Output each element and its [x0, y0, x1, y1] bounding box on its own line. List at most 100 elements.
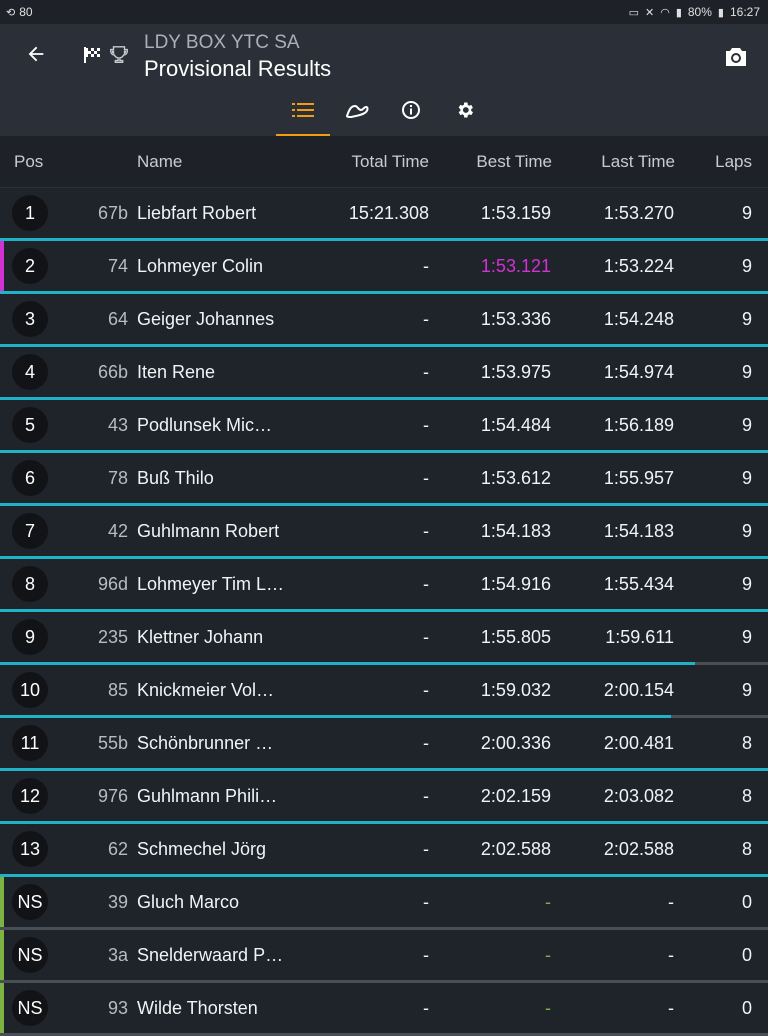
car-number: 96d	[97, 574, 128, 594]
row-accent	[0, 612, 4, 662]
table-row[interactable]: NS 39 Gluch Marco - - - 0	[0, 877, 768, 930]
results-list: 1 67b Liebfart Robert 15:21.308 1:53.159 1:53…	[0, 188, 768, 1036]
table-row[interactable]: 11 55b Schönbrunner … - 2:00.336 2:00.481 8	[0, 718, 768, 771]
tab-settings[interactable]	[438, 88, 492, 136]
total-time: -	[423, 574, 429, 594]
driver-name: Lohmeyer Colin	[137, 256, 264, 276]
tab-results-list[interactable]	[276, 88, 330, 136]
tab-bar	[0, 88, 768, 136]
car-number: 976	[97, 786, 128, 806]
total-time: -	[423, 415, 429, 435]
table-row[interactable]: NS 3a Snelderwaard P… - - - 0	[0, 930, 768, 983]
driver-name: Knickmeier Vol…	[137, 680, 275, 700]
cast-icon: ▭	[628, 6, 639, 19]
car-number: 64	[107, 309, 128, 329]
car-number: 62	[107, 839, 128, 859]
car-number: 3a	[107, 945, 128, 965]
col-total-time: Total Time	[351, 152, 429, 171]
laps: 9	[741, 415, 752, 435]
car-number: 85	[107, 680, 128, 700]
driver-name: Podlunsek Mic…	[137, 415, 273, 435]
table-row[interactable]: NS 93 Wilde Thorsten - - - 0	[0, 983, 768, 1036]
driver-name: Snelderwaard P…	[137, 945, 284, 965]
table-row[interactable]: 2 74 Lohmeyer Colin - 1:53.121 1:53.224 9	[0, 241, 768, 294]
row-accent	[0, 771, 4, 821]
lap-progress-fill	[0, 662, 696, 665]
last-time: 1:54.248	[603, 309, 674, 329]
last-time: 2:00.154	[603, 680, 674, 700]
last-time: 1:54.183	[603, 521, 674, 541]
position-badge: 2	[12, 248, 48, 284]
tab-track[interactable]	[330, 88, 384, 136]
laps: 8	[741, 839, 752, 859]
col-best-time: Best Time	[476, 152, 552, 171]
total-time: -	[423, 892, 429, 912]
results-header: Pos Name Total Time Best Time Last Time …	[0, 136, 768, 188]
total-time: -	[423, 680, 429, 700]
col-pos: Pos	[14, 152, 44, 171]
event-subtitle: LDY BOX YTC SA	[144, 32, 300, 53]
table-row[interactable]: 6 78 Buß Thilo - 1:53.612 1:55.957 9	[0, 453, 768, 506]
mute-icon: ✕	[644, 6, 655, 19]
laps: 9	[741, 468, 752, 488]
best-time: -	[545, 998, 551, 1018]
table-row[interactable]: 10 85 Knickmeier Vol… - 1:59.032 2:00.154 9	[0, 665, 768, 718]
total-time: -	[423, 256, 429, 276]
trophy-icon	[108, 44, 130, 66]
laps: 9	[741, 256, 752, 276]
table-row[interactable]: 3 64 Geiger Johannes - 1:53.336 1:54.248 9	[0, 294, 768, 347]
position-badge: 8	[12, 566, 48, 602]
row-accent	[0, 983, 4, 1033]
table-row[interactable]: 9 235 Klettner Johann - 1:55.805 1:59.611 9	[0, 612, 768, 665]
laps: 0	[741, 892, 752, 912]
laps: 9	[741, 521, 752, 541]
total-time: 15:21.308	[348, 203, 429, 223]
driver-name: Geiger Johannes	[137, 309, 275, 329]
table-row[interactable]: 13 62 Schmechel Jörg - 2:02.588 2:02.588 8	[0, 824, 768, 877]
row-accent	[0, 241, 4, 291]
table-row[interactable]: 8 96d Lohmeyer Tim L… - 1:54.916 1:55.434 9	[0, 559, 768, 612]
row-accent	[0, 400, 4, 450]
driver-name: Buß Thilo	[137, 468, 214, 488]
best-time: 1:54.484	[480, 415, 551, 435]
table-row[interactable]: 12 976 Guhlmann Phili… - 2:02.159 2:03.082 8	[0, 771, 768, 824]
battery-percent: 80%	[687, 5, 712, 19]
last-time: 1:53.270	[603, 203, 674, 223]
row-accent	[0, 294, 4, 344]
back-arrow-icon[interactable]	[20, 42, 52, 70]
total-time: -	[423, 786, 429, 806]
car-number: 42	[107, 521, 128, 541]
camera-icon[interactable]	[724, 46, 748, 73]
laps: 9	[741, 574, 752, 594]
clock: 16:27	[729, 5, 760, 19]
settings-icon	[455, 100, 475, 125]
car-number: 235	[97, 627, 128, 647]
laps: 0	[741, 945, 752, 965]
last-time: 2:03.082	[603, 786, 674, 806]
best-time: 1:54.916	[480, 574, 551, 594]
list-icon	[292, 102, 314, 123]
col-name: Name	[137, 152, 183, 171]
last-time: -	[668, 998, 674, 1018]
driver-name: Lohmeyer Tim L…	[137, 574, 285, 594]
position-badge: 12	[12, 778, 48, 814]
table-row[interactable]: 7 42 Guhlmann Robert - 1:54.183 1:54.183 9	[0, 506, 768, 559]
table-row[interactable]: 1 67b Liebfart Robert 15:21.308 1:53.159 1:53…	[0, 188, 768, 241]
page-title: Provisional Results	[144, 56, 332, 81]
table-row[interactable]: 4 66b Iten Rene - 1:53.975 1:54.974 9	[0, 347, 768, 400]
best-time: 1:53.121	[480, 256, 551, 276]
row-accent	[0, 188, 4, 238]
last-time: 1:55.434	[603, 574, 674, 594]
row-accent	[0, 877, 4, 927]
checkered-flag-icon	[82, 45, 102, 65]
position-badge: 1	[12, 195, 48, 231]
row-accent	[0, 347, 4, 397]
col-laps: Laps	[715, 152, 752, 171]
sync-icon: ⟲	[6, 6, 16, 19]
laps: 9	[741, 627, 752, 647]
last-time: -	[668, 892, 674, 912]
last-time: 1:59.611	[605, 627, 674, 647]
table-row[interactable]: 5 43 Podlunsek Mic… - 1:54.484 1:56.189 9	[0, 400, 768, 453]
laps: 8	[741, 733, 752, 753]
tab-info[interactable]	[384, 88, 438, 136]
